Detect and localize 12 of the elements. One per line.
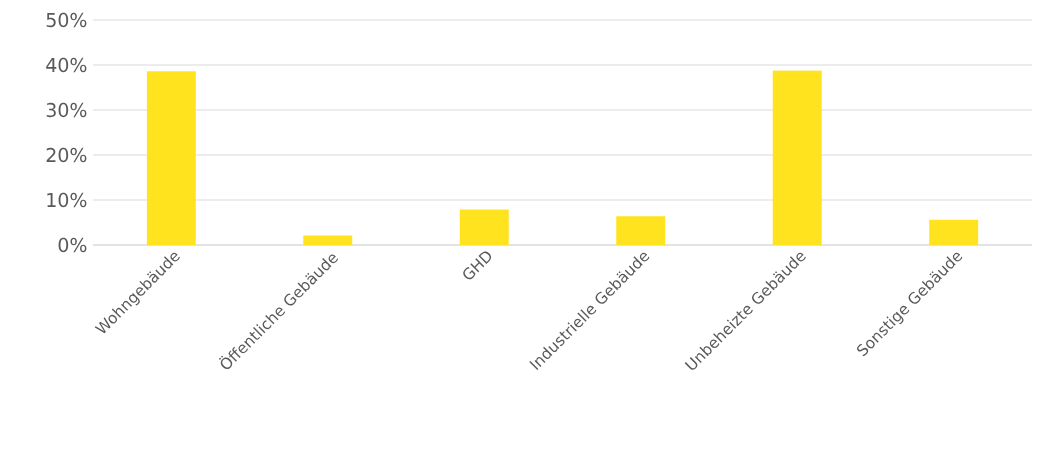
bar <box>459 209 509 245</box>
bar <box>772 70 822 245</box>
y-tick-label: 50% <box>46 12 87 28</box>
bar <box>929 219 979 245</box>
y-tick-label: 0% <box>58 237 87 253</box>
bar <box>303 235 353 245</box>
y-tick-label: 40% <box>46 57 87 73</box>
y-tick-label: 30% <box>46 102 87 118</box>
y-tick-label: 20% <box>46 147 87 163</box>
bar <box>616 216 666 245</box>
y-tick-label: 10% <box>47 192 87 208</box>
bar <box>146 71 196 245</box>
